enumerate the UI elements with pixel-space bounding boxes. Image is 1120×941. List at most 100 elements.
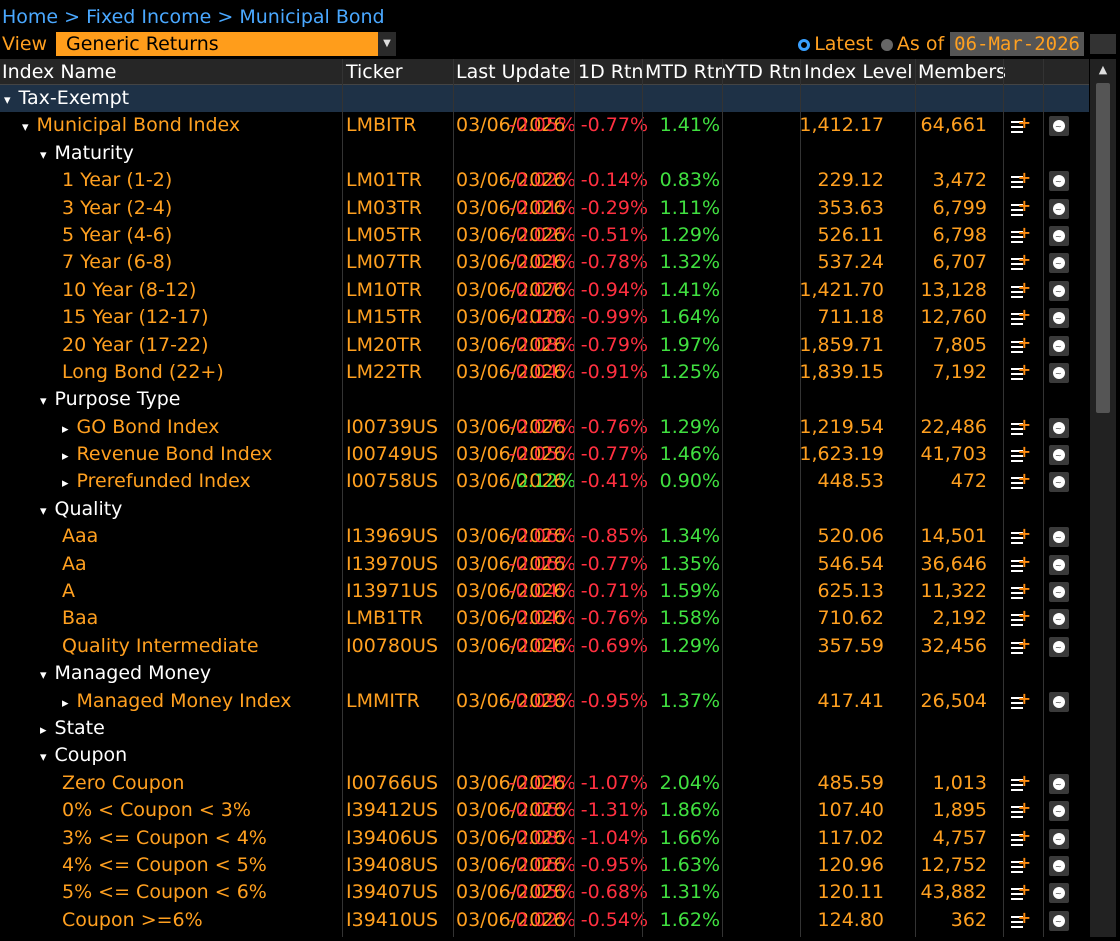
table-row[interactable]: A I13971US 03/06/2026 -0.04% -0.71% 1.59% 625.… [0,578,1089,605]
collapse-icon[interactable]: ▾ [40,394,47,410]
breadcrumb-municipal-bond[interactable]: Municipal Bond [239,6,385,28]
index-name-cell[interactable]: 5 Year (4-6) [62,222,172,249]
add-to-list-icon[interactable]: + [1011,581,1031,601]
col-header-members[interactable]: Members [918,61,1007,83]
table-row[interactable]: 15 Year (12-17) LM15TR 03/06/2026 -0.10% -0.… [0,304,1089,331]
add-to-list-icon[interactable]: + [1011,526,1031,546]
table-row[interactable]: 4% <= Coupon < 5% I39408US 03/06/2026 -0.06… [0,852,1089,879]
chart-icon[interactable]: ~ [1049,773,1069,794]
table-row[interactable]: Zero Coupon I00766US 03/06/2026 -0.04% -1.07… [0,770,1089,797]
chart-icon[interactable]: ~ [1049,609,1069,630]
group-row[interactable]: ▾ Quality [0,496,1089,523]
chart-icon[interactable]: ~ [1049,445,1069,466]
collapse-icon[interactable]: ▾ [40,147,47,163]
index-name-cell[interactable]: 0% < Coupon < 3% [62,797,251,824]
latest-radio[interactable] [798,39,811,51]
chart-icon[interactable]: ~ [1049,308,1069,329]
add-to-list-icon[interactable]: + [1011,279,1031,300]
table-row[interactable]: 0% < Coupon < 3% I39412US 03/06/2026 -0.06%… [0,797,1089,824]
collapse-icon[interactable]: ▾ [40,750,47,766]
chart-icon[interactable]: ~ [1049,801,1069,822]
add-to-list-icon[interactable]: + [1011,224,1031,245]
col-header-name[interactable]: Index Name [2,61,117,83]
col-header-ytd[interactable]: YTD Rtn [725,61,802,83]
add-to-list-icon[interactable]: + [1011,909,1031,930]
section-row[interactable]: ▾ Tax-Exempt [0,85,1089,113]
table-row[interactable]: ▾ Municipal Bond Index LMBITR 03/06/2026 -0.… [0,112,1089,139]
chart-icon[interactable]: ~ [1049,582,1069,603]
table-row[interactable]: 5% <= Coupon < 6% I39407US 03/06/2026 -0.05… [0,879,1089,906]
table-row[interactable]: 10 Year (8-12) LM10TR 03/06/2026 -0.07% -0.9… [0,277,1089,304]
index-name-cell[interactable]: Quality Intermediate [62,633,259,660]
index-name-cell[interactable]: ▾ Coupon [40,742,127,769]
add-to-list-icon[interactable]: + [1011,252,1031,272]
index-name-cell[interactable]: Long Bond (22+) [62,359,224,386]
table-row[interactable]: 3 Year (2-4) LM03TR 03/06/2026 -0.01% -0.29%… [0,195,1089,222]
expand-icon[interactable]: ▸ [62,476,69,492]
view-dropdown[interactable]: Generic Returns ▼ [56,32,396,56]
add-to-list-icon[interactable]: + [1011,553,1031,574]
chart-icon[interactable]: ~ [1049,910,1069,931]
add-to-list-icon[interactable]: + [1011,361,1031,382]
table-row[interactable]: Baa LMB1TR 03/06/2026 -0.04% -0.76% 1.58% 710.… [0,605,1089,632]
add-to-list-icon[interactable]: + [1011,772,1031,793]
table-row[interactable]: 20 Year (17-22) LM20TR 03/06/2026 -0.08% -0.… [0,332,1089,359]
index-name-cell[interactable]: Coupon >=6% [62,907,203,934]
index-name-cell[interactable]: ▾ Managed Money [40,660,211,687]
index-name-cell[interactable]: 1 Year (1-2) [62,167,172,194]
chart-icon[interactable]: ~ [1049,691,1069,712]
group-row[interactable]: ▸ State [0,715,1089,742]
latest-label[interactable]: Latest [814,33,873,55]
chart-icon[interactable]: ~ [1049,280,1069,301]
index-name-cell[interactable]: ▸ Managed Money Index [62,688,291,715]
col-header-mtd[interactable]: MTD Rtn [645,61,727,83]
chart-icon[interactable]: ~ [1049,883,1069,904]
chart-icon[interactable]: ~ [1049,362,1069,383]
index-name-cell[interactable]: 3% <= Coupon < 4% [62,825,267,852]
col-header-1d[interactable]: 1D Rtn [578,61,644,83]
add-to-list-icon[interactable]: + [1011,197,1031,218]
table-row[interactable]: Quality Intermediate I00780US 03/06/2026 -0… [0,633,1089,660]
index-name-cell[interactable]: ▾ Purpose Type [40,386,180,413]
expand-icon[interactable]: ▸ [62,449,69,465]
add-to-list-icon[interactable]: + [1011,882,1031,902]
add-to-list-icon[interactable]: + [1011,115,1031,135]
add-to-list-icon[interactable]: + [1011,416,1031,437]
index-name-cell[interactable]: A [62,578,75,605]
index-name-cell[interactable]: ▾ Quality [40,496,122,523]
chart-icon[interactable]: ~ [1049,171,1069,192]
scrollbar-thumb[interactable] [1096,83,1110,413]
index-name-cell[interactable]: 20 Year (17-22) [62,332,209,359]
collapse-icon[interactable]: ▾ [40,668,47,684]
dropdown-arrow-icon[interactable]: ▼ [378,32,396,56]
as-of-radio[interactable] [880,39,893,51]
collapse-icon[interactable]: ▾ [22,120,29,136]
add-to-list-icon[interactable]: + [1011,608,1031,628]
as-of-label[interactable]: As of [896,33,945,55]
table-row[interactable]: Coupon >=6% I39410US 03/06/2026 -0.02% -0.54… [0,907,1089,934]
chart-icon[interactable]: ~ [1049,335,1069,356]
chart-icon[interactable]: ~ [1049,116,1069,137]
table-row[interactable]: Aaa I13969US 03/06/2026 -0.06% -0.85% 1.34% 52… [0,523,1089,550]
index-name-cell[interactable]: Baa [62,605,98,632]
chart-icon[interactable]: ~ [1049,636,1069,657]
scroll-up-icon[interactable]: ▲ [1098,63,1108,76]
group-row[interactable]: ▾ Coupon [0,742,1089,769]
add-to-list-icon[interactable]: + [1011,444,1031,464]
table-row[interactable]: 7 Year (6-8) LM07TR 03/06/2026 -0.04% -0.78%… [0,249,1089,276]
add-to-list-icon[interactable]: + [1011,800,1031,820]
col-header-last-update[interactable]: Last Update [456,61,571,83]
table-row[interactable]: 5 Year (4-6) LM05TR 03/06/2026 -0.02% -0.51%… [0,222,1089,249]
index-name-cell[interactable]: 5% <= Coupon < 6% [62,879,267,906]
add-to-list-icon[interactable]: + [1011,170,1031,190]
index-name-cell[interactable]: 10 Year (8-12) [62,277,196,304]
table-row[interactable]: ▸ GO Bond Index I00739US 03/06/2026 -0.07% -0… [0,414,1089,441]
index-name-cell[interactable]: ▾ Municipal Bond Index [22,112,240,139]
chart-icon[interactable]: ~ [1049,472,1069,493]
index-name-cell[interactable]: ▸ State [40,715,105,742]
index-name-cell[interactable]: ▾ Tax-Exempt [4,85,129,112]
breadcrumb-home[interactable]: Home [2,6,59,28]
chart-icon[interactable]: ~ [1049,554,1069,575]
chart-icon[interactable]: ~ [1049,527,1069,548]
chart-icon[interactable]: ~ [1049,198,1069,219]
